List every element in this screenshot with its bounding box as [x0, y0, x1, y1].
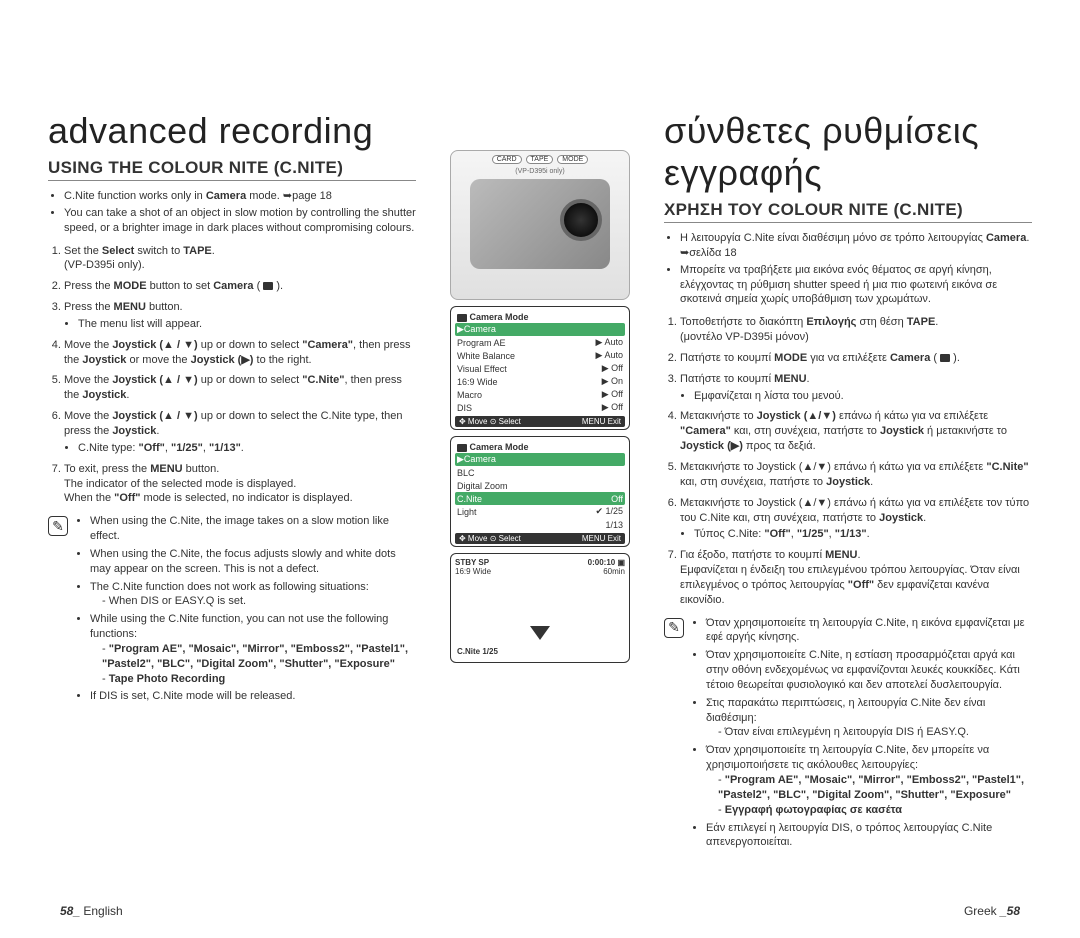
row-r: ▶ On [602, 376, 623, 387]
note-item: Εάν επιλεγεί η λειτουργία DIS, ο τρόπος … [706, 821, 1032, 851]
right-heading: ΧΡΗΣΗ ΤΟΥ COLOUR NITE (C.NITE) [664, 200, 1032, 223]
step-item: Για έξοδο, πατήστε το κουμπί MENU.Εμφανί… [680, 548, 1032, 607]
row-l: Light [457, 507, 477, 517]
left-title: advanced recording [48, 110, 416, 152]
row-r: ▶ Off [602, 363, 623, 374]
row-l: Digital Zoom [457, 481, 508, 491]
center-column: CARD TAPE MODE (VP-D395i only) Camera Mo… [440, 150, 640, 853]
left-steps: Set the Select switch to TAPE.(VP-D395i … [48, 244, 416, 507]
screen1-title: Camera Mode [470, 312, 529, 322]
screen2-botl: ✥ Move ⊙ Select [459, 534, 521, 543]
cam-body [470, 179, 610, 269]
bullet-item: C.Nite function works only in Camera mod… [64, 189, 416, 204]
footer-left: 58_ English [60, 904, 123, 918]
right-steps: Τοποθετήστε το διακόπτη Επιλογής στη θέσ… [664, 315, 1032, 607]
step-item: Move the Joystick (▲ / ▼) up or down to … [64, 409, 416, 456]
note-item: Όταν χρησιμοποιείτε C.Nite, η εστίαση πρ… [706, 648, 1032, 693]
note-item: Όταν χρησιμοποιείτε τη λειτουργία C.Nite… [706, 743, 1032, 817]
screen2-title: Camera Mode [470, 442, 529, 452]
row-l: Visual Effect [457, 364, 507, 374]
step-item: Μετακινήστε το Joystick (▲/▼) επάνω ή κά… [680, 496, 1032, 543]
note-item: Στις παρακάτω περιπτώσεις, η λειτουργία … [706, 696, 1032, 741]
footer-lang-r: Greek [964, 904, 997, 918]
left-notes: ✎ When using the C.Nite, the image takes… [48, 514, 416, 707]
bullet-item: You can take a shot of an object in slow… [64, 206, 416, 236]
row-r: 1/13 [605, 520, 623, 530]
note-icon: ✎ [664, 618, 684, 638]
stby-min: 60min [603, 567, 625, 576]
screen1-botr: MENU Exit [582, 417, 621, 426]
stby-cnite: C.Nite 1/25 [457, 647, 498, 656]
row-r: ▶ Auto [596, 350, 623, 361]
step-item: Πατήστε το κουμπί MODE για να επιλέξετε … [680, 351, 1032, 366]
right-title: σύνθετες ρυθμίσεις εγγραφής [664, 110, 1032, 194]
menu-screen-2: Camera Mode ▶Camera BLC Digital Zoom C.N… [450, 436, 630, 547]
row-l: DIS [457, 403, 472, 413]
step-item: Move the Joystick (▲ / ▼) up or down to … [64, 373, 416, 403]
screen1-sel: ▶Camera [457, 324, 496, 335]
row-l: White Balance [457, 351, 515, 361]
stby-screen: STBY SP 0:00:10 ▣ 16:9 Wide 60min C.Nite 1… [450, 553, 630, 663]
bullet-item: Μπορείτε να τραβήξετε μια εικόνα ενός θέ… [680, 263, 1032, 308]
screen1-botl: ✥ Move ⊙ Select [459, 417, 521, 426]
step-item: Move the Joystick (▲ / ▼) up or down to … [64, 338, 416, 368]
row-l: C.Nite [457, 494, 482, 504]
lens-icon [560, 199, 602, 241]
footer-page-r: _58 [1000, 904, 1020, 918]
note-item: While using the C.Nite function, you can… [90, 612, 416, 686]
row-l: BLC [457, 468, 475, 478]
step-item: Set the Select switch to TAPE.(VP-D395i … [64, 244, 416, 274]
left-column: advanced recording USING THE COLOUR NITE… [48, 110, 416, 853]
footer-page-l: 58_ [60, 904, 80, 918]
step-item: Τοποθετήστε το διακόπτη Επιλογής στη θέσ… [680, 315, 1032, 345]
cam-sub: (VP-D395i only) [515, 168, 564, 175]
row-r: ▶ Off [602, 402, 623, 413]
row-r: ✔ 1/25 [595, 506, 623, 517]
row-r: Off [611, 494, 623, 504]
note-list: Όταν χρησιμοποιείτε τη λειτουργία C.Nite… [692, 616, 1032, 854]
note-list: When using the C.Nite, the image takes o… [76, 514, 416, 707]
note-item: The C.Nite function does not work as fol… [90, 580, 416, 610]
step-item: Press the MENU button.The menu list will… [64, 300, 416, 332]
page: advanced recording USING THE COLOUR NITE… [48, 110, 1032, 853]
stby-topl: STBY SP [455, 558, 489, 567]
step-item: Μετακινήστε το Joystick (▲/▼) επάνω ή κά… [680, 409, 1032, 454]
card-label: CARD [492, 155, 522, 164]
note-item: When using the C.Nite, the focus adjusts… [90, 547, 416, 577]
left-heading: USING THE COLOUR NITE (C.NITE) [48, 158, 416, 181]
camcorder-diagram: CARD TAPE MODE (VP-D395i only) [450, 150, 630, 300]
footer-right: Greek _58 [964, 904, 1020, 918]
note-item: Όταν χρησιμοποιείτε τη λειτουργία C.Nite… [706, 616, 1032, 646]
stby-topr: 0:00:10 ▣ [588, 558, 625, 567]
footer-lang-l: English [83, 904, 122, 918]
menu-screen-1: Camera Mode ▶Camera Program AE ▶ Auto Whi… [450, 306, 630, 430]
note-item: When using the C.Nite, the image takes o… [90, 514, 416, 544]
play-indicator-icon [530, 626, 550, 640]
left-bullets: C.Nite function works only in Camera mod… [48, 189, 416, 236]
row-r: ▶ Auto [596, 337, 623, 348]
mode-label: MODE [557, 155, 588, 164]
bullet-item: Η λειτουργία C.Nite είναι διαθέσιμη μόνο… [680, 231, 1032, 261]
step-item: To exit, press the MENU button.The indic… [64, 462, 416, 507]
row-l: Program AE [457, 338, 506, 348]
row-l: Macro [457, 390, 482, 400]
screen2-sel: ▶Camera [457, 454, 496, 465]
step-item: Πατήστε το κουμπί MENU.Εμφανίζεται η λίσ… [680, 372, 1032, 404]
note-icon: ✎ [48, 516, 68, 536]
right-column: σύνθετες ρυθμίσεις εγγραφής ΧΡΗΣΗ ΤΟΥ CO… [664, 110, 1032, 853]
stby-wide: 16:9 Wide [455, 567, 491, 576]
screen2-botr: MENU Exit [582, 534, 621, 543]
step-item: Μετακινήστε το Joystick (▲/▼) επάνω ή κά… [680, 460, 1032, 490]
tape-label: TAPE [526, 155, 554, 164]
note-item: If DIS is set, C.Nite mode will be relea… [90, 689, 416, 704]
row-l: 16:9 Wide [457, 377, 498, 387]
right-notes: ✎ Όταν χρησιμοποιείτε τη λειτουργία C.Ni… [664, 616, 1032, 854]
right-bullets: Η λειτουργία C.Nite είναι διαθέσιμη μόνο… [664, 231, 1032, 307]
step-item: Press the MODE button to set Camera ( ). [64, 279, 416, 294]
row-r: ▶ Off [602, 389, 623, 400]
